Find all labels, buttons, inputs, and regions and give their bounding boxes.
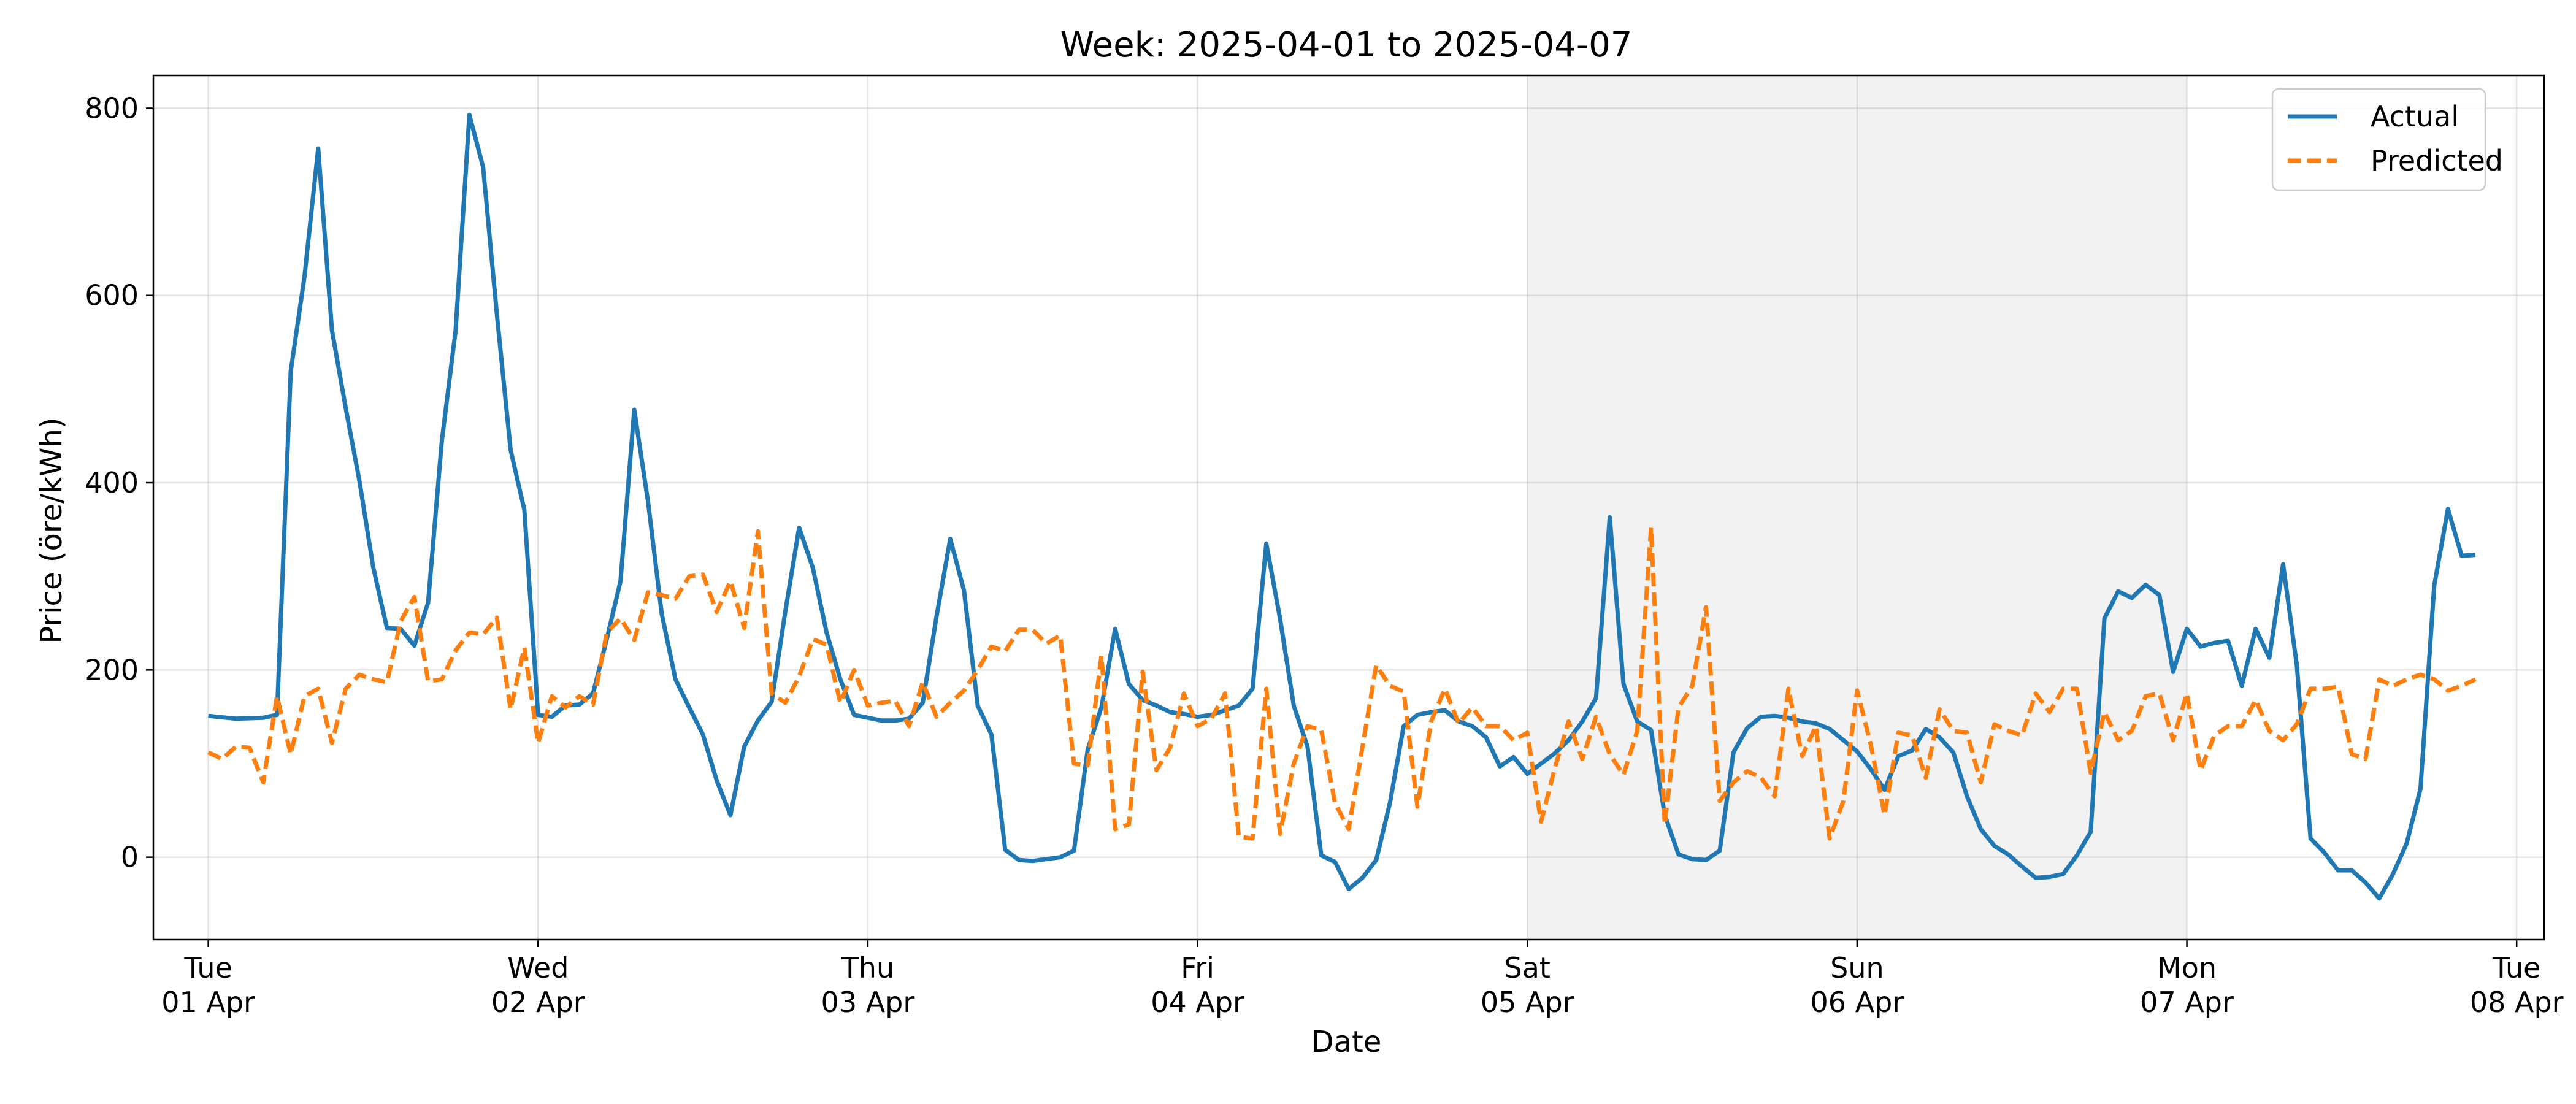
weekend-shading [1527,75,2187,940]
y-tick-label: 200 [85,653,139,686]
y-tick-label: 0 [121,841,139,874]
x-tick-label-day: Sat [1505,951,1551,984]
legend: Actual Predicted [2271,88,2503,191]
x-tick-label-date: 02 Apr [491,986,585,1019]
x-tick-label-day: Fri [1181,951,1214,984]
x-tick-label-day: Tue [183,951,232,984]
y-tick-label: 400 [85,466,139,499]
x-tick-label-date: 08 Apr [2470,986,2564,1019]
x-tick-label-day: Wed [507,951,569,984]
x-tick-label-day: Sun [1830,951,1884,984]
legend-box [2271,88,2486,191]
plot-area-frame [152,74,2545,941]
y-tick-label: 600 [85,279,139,312]
weekend-shading-band [1527,75,2187,940]
x-tick-label-date: 06 Apr [1811,986,1904,1019]
x-tick-label-date: 05 Apr [1481,986,1574,1019]
legend-label-actual: Actual [2371,100,2459,133]
x-tick-label-day: Thu [841,951,894,984]
chart-title: Week: 2025-04-01 to 2025-04-07 [1060,25,1633,65]
y-tick-label: 800 [85,91,139,125]
series-line-predicted [207,525,2477,841]
series-line-actual [208,112,2476,901]
x-tick-label-day: Tue [2492,951,2541,984]
x-axis-label: Date [1311,1025,1382,1059]
x-tick-label-date: 07 Apr [2140,986,2234,1019]
grid-lines [153,75,2544,940]
y-axis-label: Price (öre/kWh) [34,417,69,643]
legend-label-predicted: Predicted [2371,144,2503,177]
x-tick-label-date: 04 Apr [1151,986,1244,1019]
x-tick-label-day: Mon [2157,951,2217,984]
x-tick-label-date: 01 Apr [161,986,255,1019]
x-tick-label-date: 03 Apr [821,986,915,1019]
series-lines [207,112,2477,901]
